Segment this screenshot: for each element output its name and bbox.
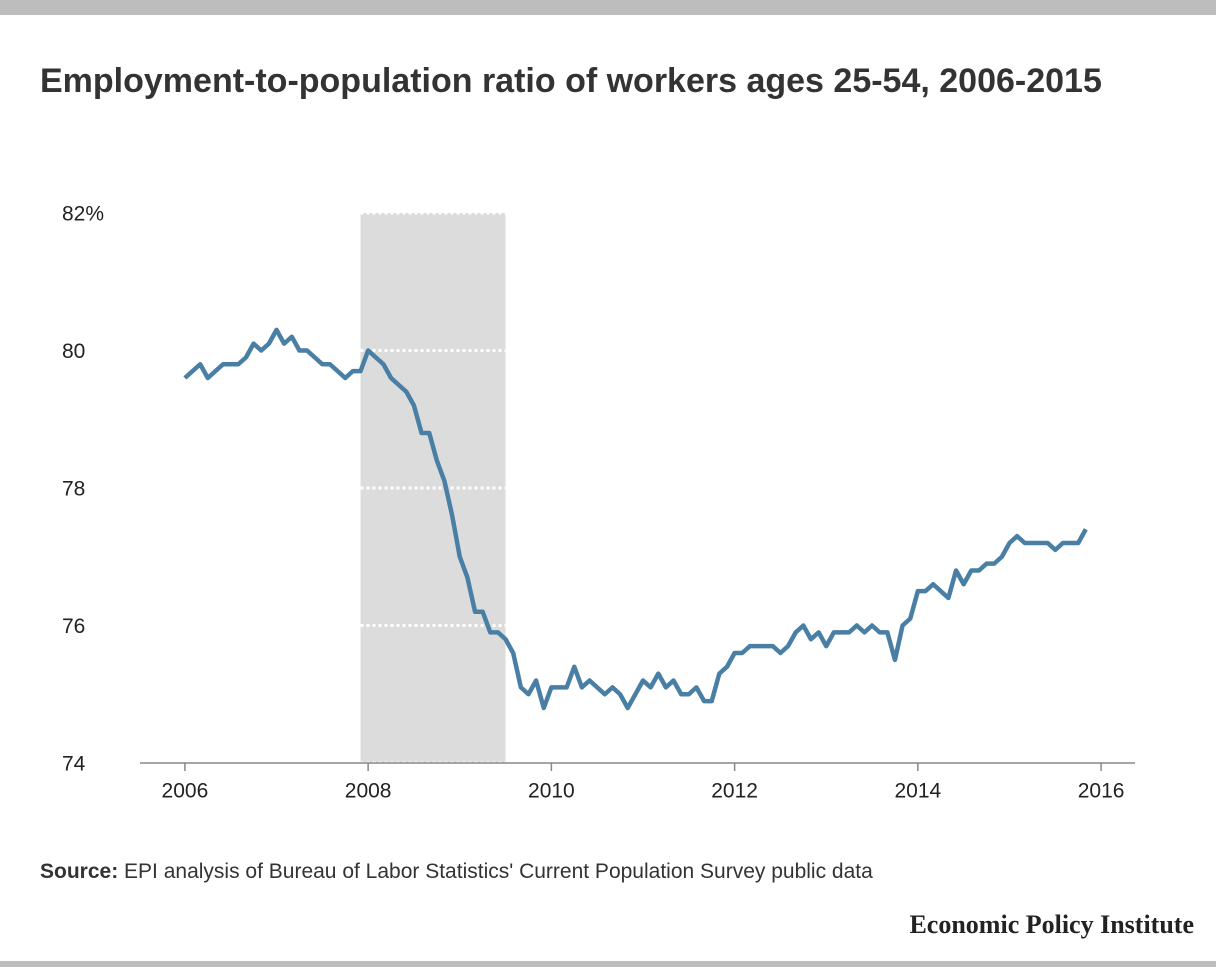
- bottom-bar: [0, 961, 1216, 967]
- x-tick-label: 2014: [894, 780, 941, 803]
- data-line: [183, 327, 1088, 711]
- brand: Economic Policy Institute: [909, 910, 1194, 939]
- source-note: Source: EPI analysis of Bureau of Labor …: [40, 860, 873, 884]
- y-tick-label: 78: [62, 478, 85, 501]
- y-tick-label: 82%: [62, 203, 104, 226]
- chart-title: Employment-to-population ratio of worker…: [40, 62, 1102, 100]
- source-label: Source:: [40, 860, 119, 883]
- x-tick-label: 2016: [1078, 780, 1125, 803]
- y-tick-label: 76: [62, 615, 85, 638]
- y-tick-label: 74: [62, 753, 86, 776]
- x-tick-label: 2006: [162, 780, 209, 803]
- x-tick-label: 2012: [711, 780, 758, 803]
- x-tick-label: 2010: [528, 780, 575, 803]
- source-text: EPI analysis of Bureau of Labor Statisti…: [124, 860, 873, 883]
- top-bar: [0, 0, 1216, 15]
- y-tick-label: 80: [62, 340, 85, 363]
- x-tick-label: 2008: [345, 780, 392, 803]
